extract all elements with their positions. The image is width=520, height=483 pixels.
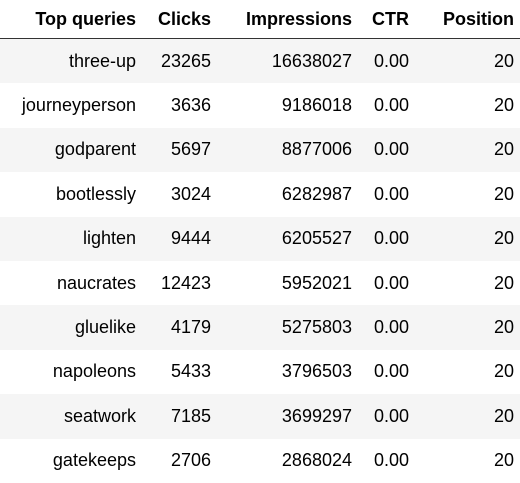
position-cell: 20 <box>415 127 520 173</box>
column-header-ctr: CTR <box>358 0 415 39</box>
table-row: naucrates 12423 5952021 0.00 20 <box>0 260 520 306</box>
clicks-cell: 12423 <box>142 260 217 306</box>
column-header-top-queries: Top queries <box>0 0 142 39</box>
clicks-cell: 3636 <box>142 83 217 128</box>
table-row: seatwork 7185 3699297 0.00 20 <box>0 394 520 439</box>
clicks-cell: 2706 <box>142 438 217 483</box>
ctr-cell: 0.00 <box>358 83 415 128</box>
table-row: lighten 9444 6205527 0.00 20 <box>0 216 520 261</box>
table-row: napoleons 5433 3796503 0.00 20 <box>0 349 520 395</box>
position-cell: 20 <box>415 83 520 128</box>
query-cell: gluelike <box>0 305 142 350</box>
ctr-cell: 0.00 <box>358 394 415 439</box>
table-row: three-up 23265 16638027 0.00 20 <box>0 38 520 84</box>
query-cell: naucrates <box>0 260 142 306</box>
position-cell: 20 <box>415 260 520 306</box>
query-cell: godparent <box>0 127 142 173</box>
clicks-cell: 9444 <box>142 216 217 261</box>
ctr-cell: 0.00 <box>358 260 415 306</box>
query-cell: three-up <box>0 38 142 84</box>
ctr-cell: 0.00 <box>358 38 415 84</box>
clicks-cell: 7185 <box>142 394 217 439</box>
header-row: Top queries Clicks Impressions CTR Posit… <box>0 0 520 39</box>
ctr-cell: 0.00 <box>358 216 415 261</box>
ctr-cell: 0.00 <box>358 127 415 173</box>
table-header: Top queries Clicks Impressions CTR Posit… <box>0 0 520 39</box>
impressions-cell: 5952021 <box>217 260 358 306</box>
query-cell: seatwork <box>0 394 142 439</box>
position-cell: 20 <box>415 216 520 261</box>
impressions-cell: 3796503 <box>217 349 358 395</box>
query-cell: bootlessly <box>0 172 142 217</box>
position-cell: 20 <box>415 305 520 350</box>
impressions-cell: 9186018 <box>217 83 358 128</box>
column-header-clicks: Clicks <box>142 0 217 39</box>
clicks-cell: 4179 <box>142 305 217 350</box>
position-cell: 20 <box>415 172 520 217</box>
query-cell: gatekeeps <box>0 438 142 483</box>
clicks-cell: 23265 <box>142 38 217 84</box>
table-body: three-up 23265 16638027 0.00 20 journeyperson… <box>0 38 520 483</box>
table-row: journeyperson 3636 9186018 0.00 20 <box>0 83 520 128</box>
clicks-cell: 5697 <box>142 127 217 173</box>
query-cell: napoleons <box>0 349 142 395</box>
ctr-cell: 0.00 <box>358 438 415 483</box>
ctr-cell: 0.00 <box>358 305 415 350</box>
position-cell: 20 <box>415 38 520 84</box>
clicks-cell: 5433 <box>142 349 217 395</box>
ctr-cell: 0.00 <box>358 349 415 395</box>
impressions-cell: 8877006 <box>217 127 358 173</box>
position-cell: 20 <box>415 438 520 483</box>
table-row: gatekeeps 2706 2868024 0.00 20 <box>0 438 520 483</box>
table-row: gluelike 4179 5275803 0.00 20 <box>0 305 520 350</box>
ctr-cell: 0.00 <box>358 172 415 217</box>
table-row: bootlessly 3024 6282987 0.00 20 <box>0 172 520 217</box>
impressions-cell: 2868024 <box>217 438 358 483</box>
clicks-cell: 3024 <box>142 172 217 217</box>
query-cell: journeyperson <box>0 83 142 128</box>
position-cell: 20 <box>415 394 520 439</box>
position-cell: 20 <box>415 349 520 395</box>
impressions-cell: 5275803 <box>217 305 358 350</box>
query-cell: lighten <box>0 216 142 261</box>
impressions-cell: 16638027 <box>217 38 358 84</box>
table-row: godparent 5697 8877006 0.00 20 <box>0 127 520 173</box>
impressions-cell: 6282987 <box>217 172 358 217</box>
impressions-cell: 6205527 <box>217 216 358 261</box>
column-header-impressions: Impressions <box>217 0 358 39</box>
impressions-cell: 3699297 <box>217 394 358 439</box>
column-header-position: Position <box>415 0 520 39</box>
